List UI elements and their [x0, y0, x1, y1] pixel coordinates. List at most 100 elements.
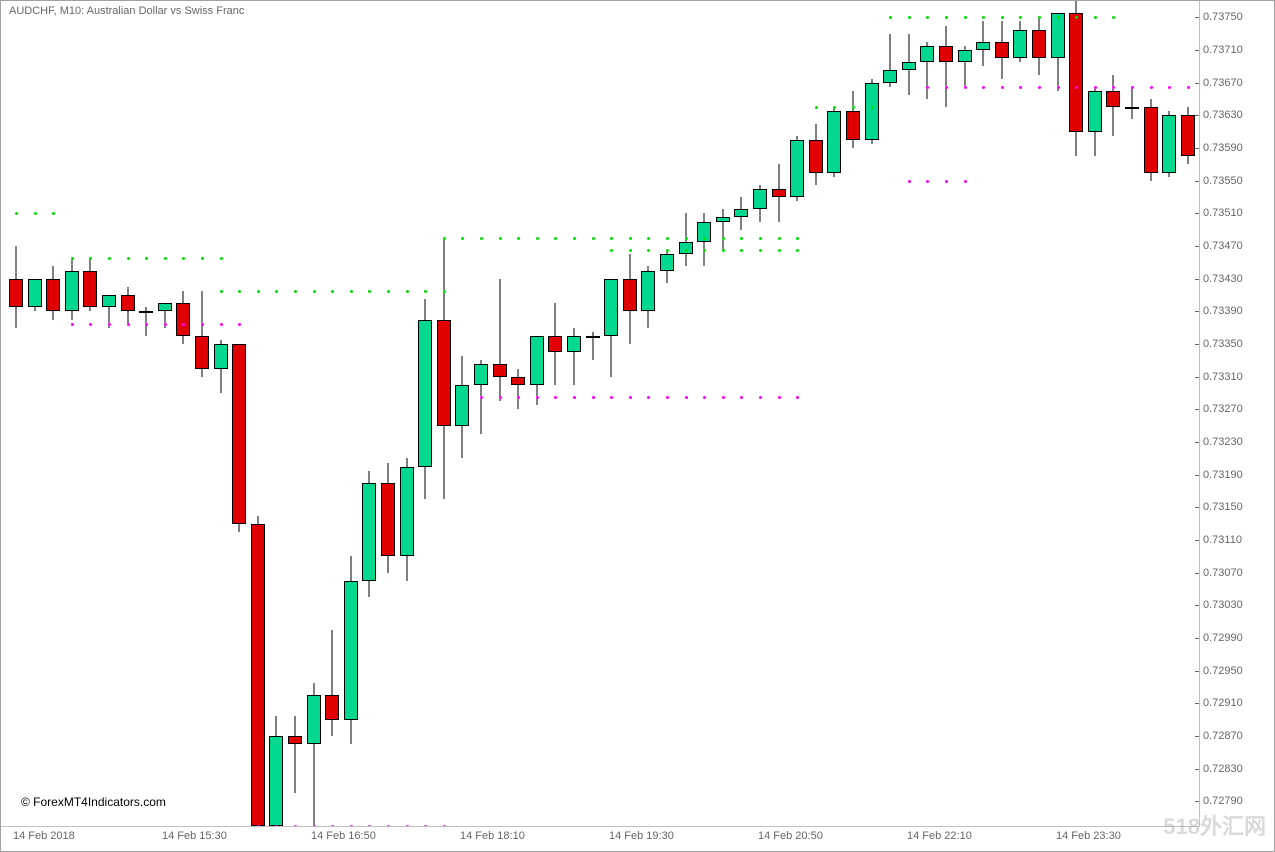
candle[interactable]: [1088, 87, 1102, 156]
candle[interactable]: [214, 340, 228, 393]
green-indicator-dot: [220, 290, 223, 293]
green-indicator-dot: [796, 249, 799, 252]
candle[interactable]: [307, 683, 321, 827]
magenta-indicator-dot: [164, 323, 167, 326]
green-indicator-dot: [387, 290, 390, 293]
green-indicator-dot: [945, 16, 948, 19]
green-indicator-dot: [982, 16, 985, 19]
y-tick-label: 0.72790: [1203, 795, 1243, 807]
candle[interactable]: [437, 238, 451, 499]
candle[interactable]: [511, 369, 525, 410]
candle[interactable]: [1144, 99, 1158, 181]
candle[interactable]: [716, 209, 730, 250]
candle[interactable]: [567, 328, 581, 385]
candle[interactable]: [1125, 87, 1139, 120]
candle[interactable]: [679, 213, 693, 266]
candle[interactable]: [400, 458, 414, 581]
candle[interactable]: [1032, 17, 1046, 74]
green-indicator-dot: [34, 212, 37, 215]
candle[interactable]: [623, 254, 637, 344]
magenta-indicator-dot: [145, 323, 148, 326]
magenta-indicator-dot: [778, 396, 781, 399]
candle[interactable]: [1051, 13, 1065, 91]
candle[interactable]: [232, 344, 246, 532]
green-indicator-dot: [145, 257, 148, 260]
candle[interactable]: [9, 246, 23, 328]
candle[interactable]: [1106, 75, 1120, 136]
candle[interactable]: [846, 91, 860, 148]
candle[interactable]: [288, 716, 302, 794]
green-indicator-dot: [647, 249, 650, 252]
green-indicator-dot: [1112, 16, 1115, 19]
candle[interactable]: [344, 556, 358, 744]
candle[interactable]: [325, 630, 339, 736]
candle[interactable]: [660, 250, 674, 283]
green-indicator-dot: [294, 290, 297, 293]
x-tick-label: 14 Feb 22:10: [907, 830, 972, 842]
green-indicator-dot: [331, 290, 334, 293]
x-tick-label: 14 Feb 19:30: [609, 830, 674, 842]
magenta-indicator-dot: [127, 323, 130, 326]
candle[interactable]: [455, 356, 469, 458]
green-indicator-dot: [592, 237, 595, 240]
candle[interactable]: [883, 34, 897, 87]
candle[interactable]: [381, 463, 395, 573]
candle[interactable]: [548, 303, 562, 385]
candle[interactable]: [195, 291, 209, 377]
candle[interactable]: [176, 291, 190, 344]
candle[interactable]: [753, 185, 767, 222]
green-indicator-dot: [740, 249, 743, 252]
y-tick-label: 0.73550: [1203, 175, 1243, 187]
candle[interactable]: [865, 79, 879, 144]
green-indicator-dot: [554, 237, 557, 240]
candle[interactable]: [251, 516, 265, 827]
candle[interactable]: [83, 258, 97, 311]
candle[interactable]: [530, 336, 544, 405]
candle[interactable]: [827, 107, 841, 176]
candle[interactable]: [121, 287, 135, 324]
candle[interactable]: [362, 471, 376, 598]
green-indicator-dot: [610, 237, 613, 240]
candle[interactable]: [790, 136, 804, 201]
y-tick-label: 0.73630: [1203, 109, 1243, 121]
candle[interactable]: [1013, 21, 1027, 62]
candle[interactable]: [641, 266, 655, 327]
y-tick-label: 0.72870: [1203, 730, 1243, 742]
candle[interactable]: [604, 279, 618, 377]
candle[interactable]: [976, 21, 990, 66]
green-indicator-dot: [796, 237, 799, 240]
candle[interactable]: [1069, 1, 1083, 156]
candle[interactable]: [46, 266, 60, 319]
candle[interactable]: [418, 299, 432, 499]
candle[interactable]: [65, 258, 79, 319]
candle[interactable]: [734, 197, 748, 230]
green-indicator-dot: [759, 237, 762, 240]
candle[interactable]: [28, 279, 42, 312]
green-indicator-dot: [368, 290, 371, 293]
green-indicator-dot: [629, 237, 632, 240]
candle[interactable]: [1162, 111, 1176, 176]
candle[interactable]: [772, 164, 786, 221]
green-indicator-dot: [182, 257, 185, 260]
magenta-indicator-dot: [982, 86, 985, 89]
candle[interactable]: [920, 42, 934, 99]
green-indicator-dot: [52, 212, 55, 215]
green-indicator-dot: [926, 16, 929, 19]
candle[interactable]: [809, 124, 823, 185]
y-tick-label: 0.73030: [1203, 599, 1243, 611]
candle[interactable]: [995, 21, 1009, 78]
candle[interactable]: [493, 279, 507, 402]
green-indicator-dot: [536, 237, 539, 240]
candle[interactable]: [958, 46, 972, 87]
candle[interactable]: [1181, 107, 1195, 164]
magenta-indicator-dot: [536, 396, 539, 399]
candle[interactable]: [269, 716, 283, 827]
y-tick-label: 0.73430: [1203, 273, 1243, 285]
candle[interactable]: [939, 26, 953, 108]
green-indicator-dot: [685, 249, 688, 252]
plot-area[interactable]: [1, 1, 1200, 827]
candle[interactable]: [139, 307, 153, 336]
candle[interactable]: [902, 34, 916, 95]
candle[interactable]: [586, 332, 600, 361]
candle[interactable]: [697, 213, 711, 266]
